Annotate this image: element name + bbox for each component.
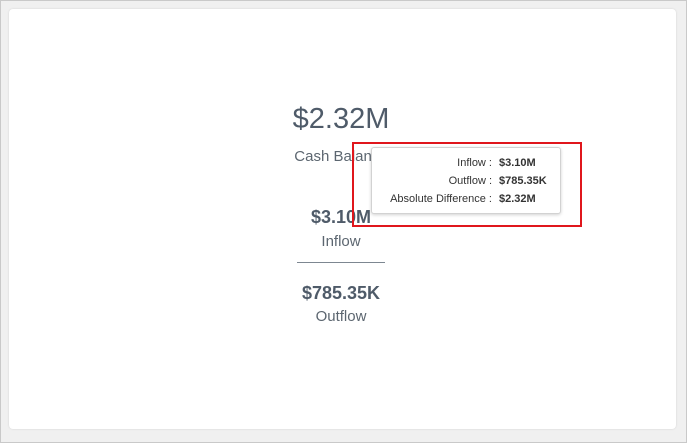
tooltip-label: Outflow : (448, 175, 492, 187)
tooltip-row-inflow: Inflow : $3.10M (372, 155, 560, 171)
outflow-value: $785.35K (301, 283, 381, 303)
tooltip-label: Inflow : (457, 157, 492, 169)
outflow-label: Outflow (315, 308, 367, 325)
tooltip-value: $3.10M (499, 157, 536, 169)
tooltip-row-outflow: Outflow : $785.35K (372, 173, 560, 189)
tooltip-value: $785.35K (499, 175, 547, 187)
inflow-value: $3.10M (310, 207, 372, 227)
kpi-divider (297, 262, 385, 263)
kpi-card[interactable] (9, 9, 676, 429)
kpi-tooltip: Inflow : $3.10M Outflow : $785.35K Absol… (371, 147, 561, 214)
cash-balance-label: Cash Balance (294, 148, 388, 165)
tooltip-value: $2.32M (499, 193, 536, 205)
tooltip-label: Absolute Difference : (390, 193, 492, 205)
inflow-label: Inflow (321, 233, 361, 250)
tooltip-row-absolute-difference: Absolute Difference : $2.32M (372, 191, 560, 207)
cash-balance-value: $2.32M (292, 103, 390, 135)
